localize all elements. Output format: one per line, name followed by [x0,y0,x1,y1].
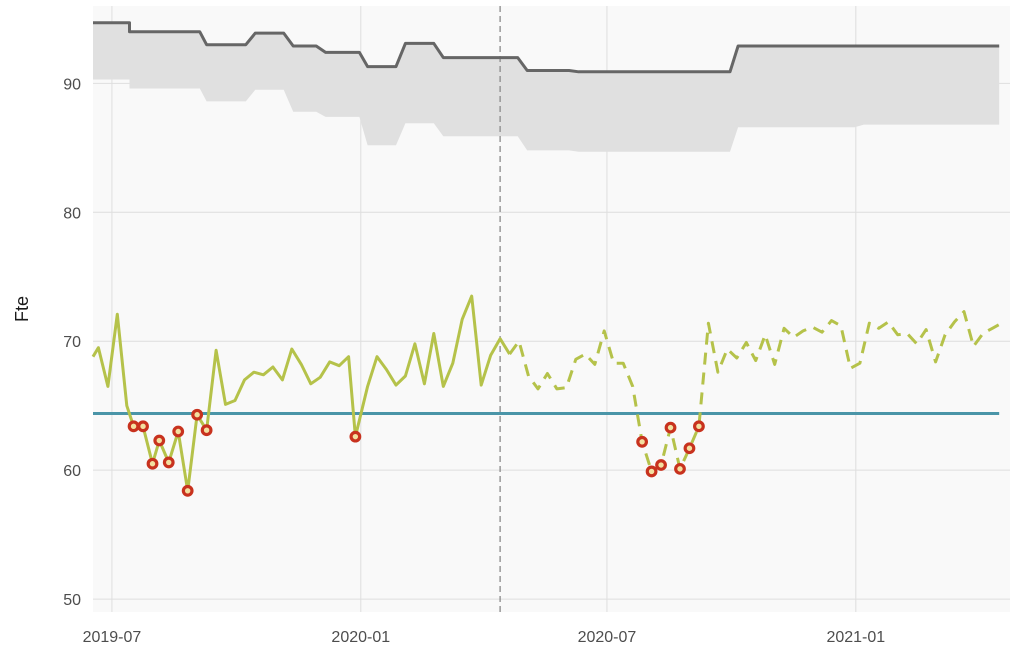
upper-limit-band [93,22,1000,152]
flagged-point [683,442,696,455]
y-gridlines [93,82,1010,600]
flagged-point [172,425,185,438]
x-tick-label: 2020-07 [578,629,637,646]
y-tick-label: 90 [63,76,81,93]
flagged-point [636,435,649,448]
series-lines [91,294,1000,493]
flagged-point [181,484,194,497]
flagged-markers [127,408,705,497]
x-tick-label: 2021-01 [826,629,885,646]
flagged-point [162,456,175,469]
flagged-point [693,420,705,433]
flagged-point [655,459,667,471]
y-tick-label: 50 [63,592,81,609]
y-tick-labels: 50 60 70 80 90 [63,76,81,609]
flagged-point [146,457,159,470]
flagged-point [664,421,677,434]
flagged-point [674,462,686,475]
flagged-point [127,420,140,433]
x-tick-label: 2020-01 [331,629,390,646]
forecast-series-line [508,310,1000,473]
flagged-point [137,420,149,433]
x-tick-labels: 2019-07 2020-01 2020-07 2021-01 [83,629,886,646]
y-tick-label: 60 [63,463,81,480]
flagged-point [191,408,204,421]
y-axis-label: Fte [12,296,32,322]
flagged-point [200,424,213,437]
actual-series-line [91,294,511,493]
flagged-point [153,434,166,447]
x-tick-label: 2019-07 [83,629,142,646]
upper-limit-line [93,21,1000,74]
flagged-point [645,465,658,478]
y-tick-label: 80 [63,205,81,222]
y-tick-label: 70 [63,334,81,351]
flagged-point [349,430,362,443]
